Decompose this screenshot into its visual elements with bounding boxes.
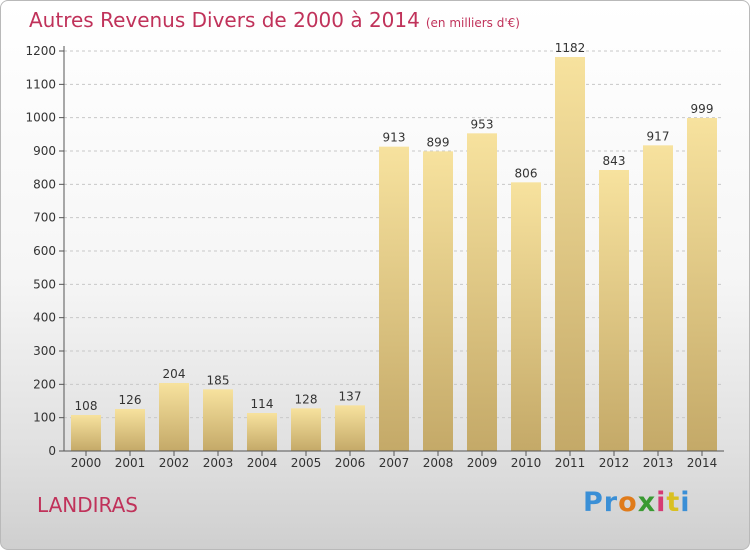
y-tick-label: 400 [33, 311, 56, 325]
bar [599, 170, 629, 451]
x-tick-label: 2002 [159, 456, 190, 470]
data-label: 137 [339, 389, 362, 403]
data-label: 128 [295, 392, 318, 406]
x-tick-label: 2010 [511, 456, 542, 470]
bar [687, 118, 717, 451]
x-tick-label: 2013 [643, 456, 674, 470]
data-label: 204 [163, 367, 186, 381]
x-tick-label: 2012 [599, 456, 630, 470]
data-label: 185 [207, 373, 230, 387]
bar [511, 182, 541, 452]
bar [555, 57, 585, 451]
y-tick-label: 800 [33, 177, 56, 191]
x-tick-label: 2000 [71, 456, 102, 470]
data-label: 1182 [555, 41, 586, 55]
proxiti-logo: Proxiti [583, 487, 691, 518]
data-label: 843 [603, 154, 626, 168]
x-tick-label: 2009 [467, 456, 498, 470]
x-tick-label: 2006 [335, 456, 366, 470]
y-tick-label: 500 [33, 277, 56, 291]
chart-title: Autres Revenus Divers de 2000 à 2014 (en … [29, 8, 520, 32]
bar [379, 146, 409, 451]
x-tick-label: 2008 [423, 456, 454, 470]
data-label: 953 [471, 117, 494, 131]
labels: 0 100 200 300 400 500 600 700 800 900 1000 1100 1200… [25, 41, 717, 470]
bar [159, 383, 189, 451]
data-label: 913 [383, 131, 406, 145]
logo-letter: x [637, 487, 657, 518]
logo-letter: i [680, 487, 691, 518]
bar [291, 408, 321, 451]
data-label: 108 [75, 399, 98, 413]
data-label: 114 [251, 397, 274, 411]
bar [203, 389, 233, 451]
data-label: 917 [647, 129, 670, 143]
bar [71, 415, 101, 451]
x-tick-label: 2014 [687, 456, 718, 470]
y-tick-label: 1000 [25, 111, 56, 125]
logo-letter: t [666, 487, 681, 518]
data-label: 806 [515, 166, 538, 180]
y-tick-label: 1200 [25, 44, 56, 58]
y-tick-label: 100 [33, 411, 56, 425]
y-tick-label: 300 [33, 344, 56, 358]
bar [423, 151, 453, 452]
axes [59, 46, 724, 456]
y-tick-label: 900 [33, 144, 56, 158]
data-label: 899 [427, 135, 450, 149]
chart-title-unit: (en milliers d'€) [425, 16, 520, 30]
x-tick-label: 2001 [115, 456, 146, 470]
logo-letter: o [618, 487, 638, 518]
x-tick-label: 2007 [379, 456, 410, 470]
x-tick-label: 2004 [247, 456, 278, 470]
logo-letter: i [656, 487, 667, 518]
x-tick-label: 2003 [203, 456, 234, 470]
x-tick-label: 2011 [555, 456, 586, 470]
bars [71, 57, 717, 452]
y-tick-label: 0 [48, 444, 56, 458]
x-tick-label: 2005 [291, 456, 322, 470]
data-label: 126 [119, 393, 142, 407]
logo-letter: r [603, 487, 619, 518]
bar [467, 133, 497, 452]
bar [335, 405, 365, 451]
bar [643, 145, 673, 452]
logo-letter: P [583, 487, 604, 518]
data-label: 999 [691, 102, 714, 116]
chart-title-main: Autres Revenus Divers de 2000 à 2014 [29, 8, 420, 32]
y-tick-label: 1100 [25, 77, 56, 91]
y-tick-label: 200 [33, 377, 56, 391]
bar [115, 409, 145, 451]
bar [247, 413, 277, 451]
y-tick-label: 600 [33, 244, 56, 258]
y-tick-label: 700 [33, 211, 56, 225]
commune-name: LANDIRAS [37, 493, 139, 517]
